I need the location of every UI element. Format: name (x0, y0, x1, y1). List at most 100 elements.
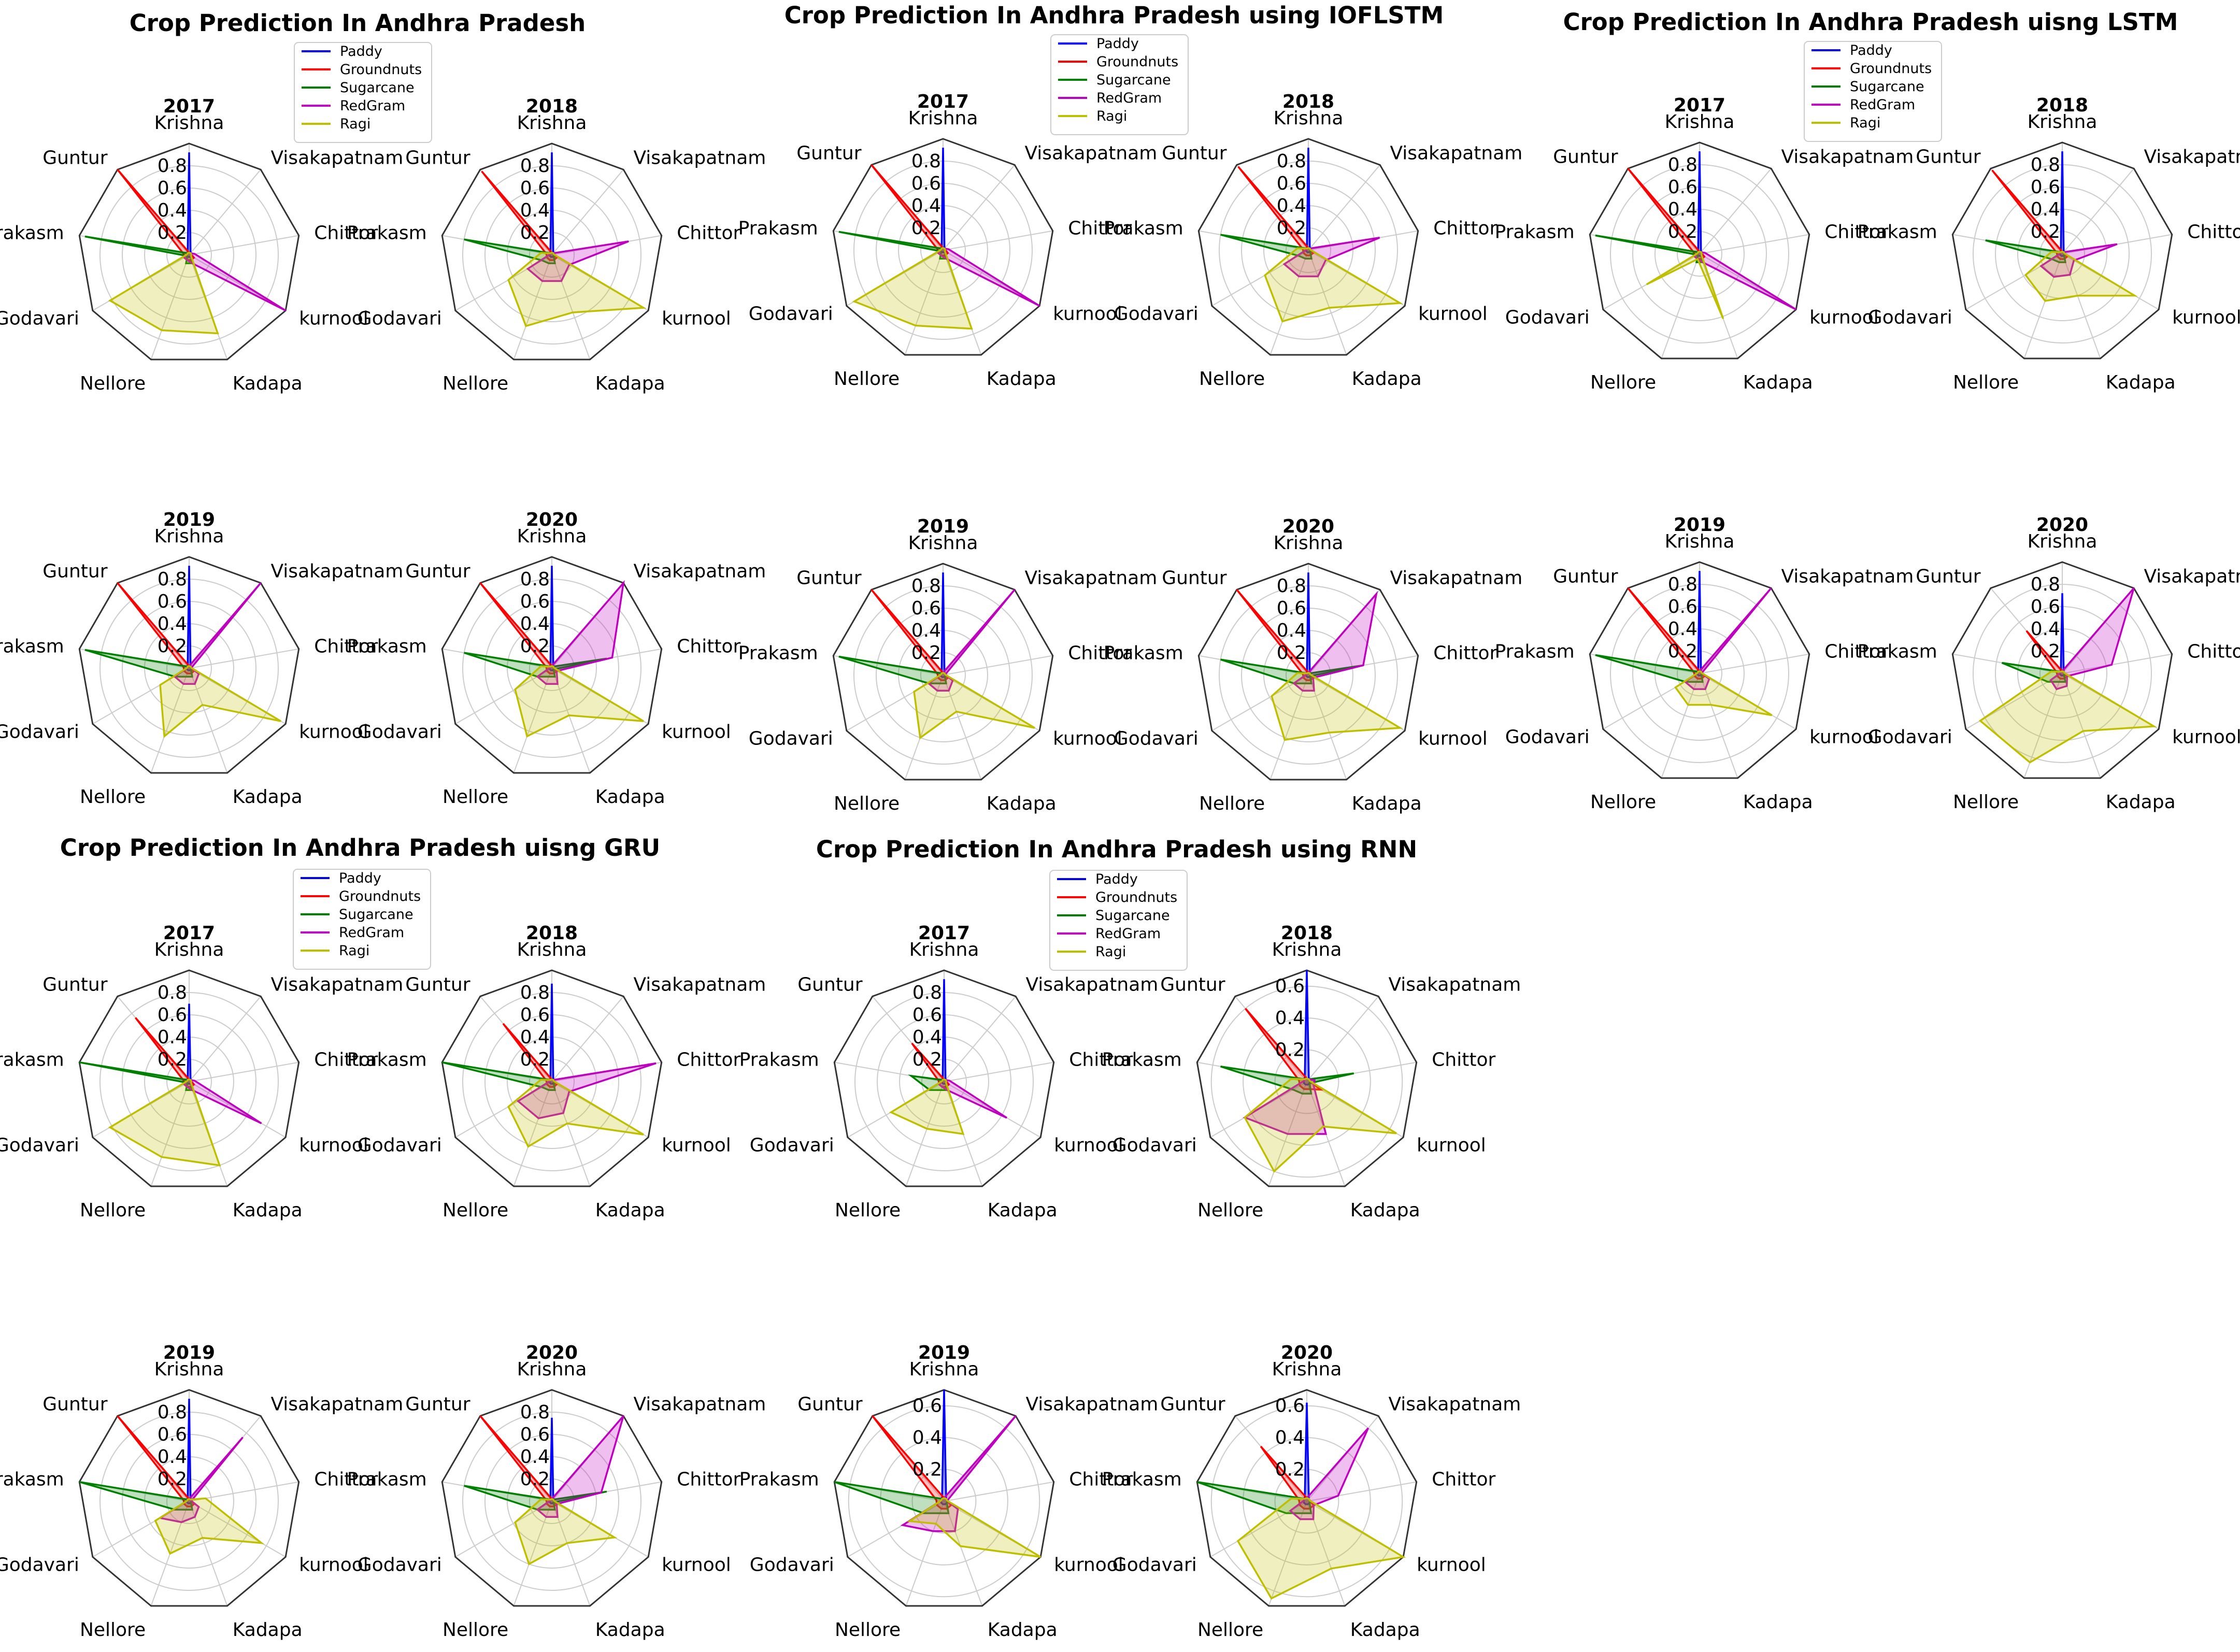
radar-frame (441, 142, 663, 361)
spoke-chittor (189, 1061, 299, 1082)
axis-label-godavari: Godavari (749, 728, 833, 750)
radar-frame (1196, 1389, 1418, 1607)
radar-1-2019-group: 0.20.40.60.8 Krishna Visakapatnam Chittor ku… (738, 516, 1158, 814)
spoke-visakapatnam (189, 169, 261, 255)
axis-label-nellore: Nellore (1199, 368, 1265, 390)
subplot-title-2018: 2018 (1282, 91, 1334, 112)
tick-label-0-8: 0.8 (1668, 574, 1697, 595)
legend: Paddy Groundnuts Sugarcane RedGram Ragi (1049, 870, 1188, 971)
axis-label-nellore: Nellore (80, 786, 146, 808)
chart-title: Crop Prediction In Andhra Pradesh using … (816, 836, 1417, 863)
axis-label-nellore: Nellore (443, 1619, 508, 1641)
spoke-kadapa (551, 668, 591, 773)
chart-title: Crop Prediction In Andhra Pradesh uisng … (60, 834, 660, 861)
axis-label-chittor: Chittor (677, 222, 740, 243)
axis-label-krishna: Krishna (1272, 1359, 1342, 1380)
tick-label-0-2: 0.2 (158, 1469, 187, 1490)
tick-label-0-6: 0.6 (911, 173, 941, 194)
series-ragi-polygon (159, 665, 281, 738)
axis-label-visakapatnam: Visakapatnam (1781, 566, 1914, 587)
tick-label-0-8: 0.8 (1277, 576, 1306, 597)
axis-label-kadapa: Kadapa (2106, 792, 2176, 813)
tick-label-0-8: 0.8 (158, 569, 187, 590)
tick-label-0-6: 0.6 (911, 598, 941, 619)
series-sugarcane-polygon (464, 1485, 607, 1511)
series-paddy-polygon (1696, 571, 1703, 677)
axis-label-krishna: Krishna (909, 939, 979, 960)
tick-label-0-4: 0.4 (1277, 195, 1306, 217)
legend-label-redgram: RedGram (1095, 926, 1161, 942)
radar-4-2020-group: 0.2 0.4 0.6 Krishna Visakapatnam Chittor kurno… (1102, 1342, 1521, 1641)
spoke-nellore (1661, 673, 1700, 779)
subplot-title-2017: 2017 (163, 923, 215, 944)
spoke-chittor (944, 1481, 1054, 1502)
tick-label-0-2: 0.2 (158, 636, 187, 657)
axis-label-kadapa: Kadapa (595, 786, 665, 808)
tick-label-0-8: 0.8 (520, 155, 550, 177)
series-paddy-polygon (939, 572, 947, 678)
axis-label-krishna: Krishna (517, 939, 587, 960)
tick-label-0-2: 0.2 (1275, 1040, 1305, 1061)
spoke-nellore (150, 668, 190, 773)
radar-frame (832, 138, 1054, 356)
axis-label-nellore: Nellore (80, 1200, 146, 1221)
subplot-title-2020: 2020 (1281, 1342, 1333, 1363)
legend-label-groundnuts: Groundnuts (1096, 54, 1178, 70)
axis-label-kadapa: Kadapa (1352, 368, 1422, 390)
series-ragi-polygon (1646, 250, 1724, 319)
axis-label-kadapa: Kadapa (1350, 1200, 1420, 1221)
axis-label-visakapatnam: Visakapatnam (1388, 974, 1521, 995)
tick-label-0-6: 0.6 (1275, 1396, 1305, 1417)
spoke-visakapatnam (944, 996, 1016, 1082)
radar-3-2019-group: 0.20.40.60.8 Krishna Visakapatnam Chittor ku… (0, 1342, 403, 1641)
axis-label-kurnool: kurnool (662, 308, 731, 329)
tick-label-0-2: 0.2 (520, 1469, 550, 1490)
axis-label-visakapatnam: Visakapatnam (270, 147, 403, 168)
subplot-title-2020: 2020 (2036, 514, 2088, 536)
axis-label-guntur: Guntur (42, 1394, 107, 1415)
axis-label-krishna: Krishna (1665, 531, 1735, 552)
radar-frame (833, 1389, 1055, 1607)
spoke-visakapatnam (2062, 168, 2134, 254)
tick-label-0-8: 0.8 (520, 569, 550, 590)
legend-box (293, 869, 431, 970)
tick-label-0-8: 0.8 (1277, 151, 1306, 172)
radar-frame (1589, 141, 1810, 360)
axis-label-kurnool: kurnool (299, 1555, 368, 1576)
tick-label-0-4: 0.4 (2031, 619, 2060, 640)
axis-label-prakasm: Prakasm (738, 218, 818, 239)
radar-frame (78, 969, 300, 1187)
axis-label-kadapa: Kadapa (595, 1200, 665, 1221)
series-sugarcane-polygon (1220, 658, 1364, 684)
axis-label-kurnool: kurnool (1053, 728, 1122, 750)
tick-label-0-6: 0.6 (158, 178, 187, 199)
axis-label-guntur: Guntur (42, 561, 107, 582)
series-ragi-polygon (514, 665, 644, 738)
spoke-godavari (1211, 674, 1309, 731)
spoke-godavari (455, 668, 552, 725)
subplot-title-2019: 2019 (917, 516, 969, 537)
tick-label-0-2: 0.2 (1668, 221, 1697, 242)
legend-box (1050, 34, 1189, 135)
legend: Paddy Groundnuts Sugarcane RedGram Ragi (1050, 34, 1189, 135)
axis-label-nellore: Nellore (835, 1619, 901, 1641)
legend-label-paddy: Paddy (339, 870, 381, 886)
spoke-kurnool (189, 1501, 286, 1558)
spoke-chittor (943, 230, 1053, 251)
radar-frame (1951, 141, 2173, 360)
axis-label-godavari: Godavari (749, 304, 833, 325)
axis-label-chittor: Chittor (1069, 1049, 1133, 1070)
axis-label-kurnool: kurnool (1054, 1555, 1123, 1576)
axis-label-nellore: Nellore (834, 368, 900, 390)
axis-label-guntur: Guntur (797, 1394, 862, 1415)
tick-label-0-4: 0.4 (520, 1446, 550, 1468)
series-ragi-polygon (514, 1498, 618, 1565)
axis-label-prakasm: Prakasm (0, 1469, 64, 1490)
legend-label-redgram: RedGram (340, 98, 405, 114)
subplot-title-2017: 2017 (918, 923, 970, 944)
axis-label-visakapatnam: Visakapatnam (2144, 146, 2240, 167)
axis-label-visakapatnam: Visakapatnam (1390, 142, 1522, 164)
axis-label-godavari: Godavari (358, 1135, 442, 1156)
axis-label-guntur: Guntur (42, 974, 107, 995)
spoke-kadapa (944, 1501, 983, 1606)
